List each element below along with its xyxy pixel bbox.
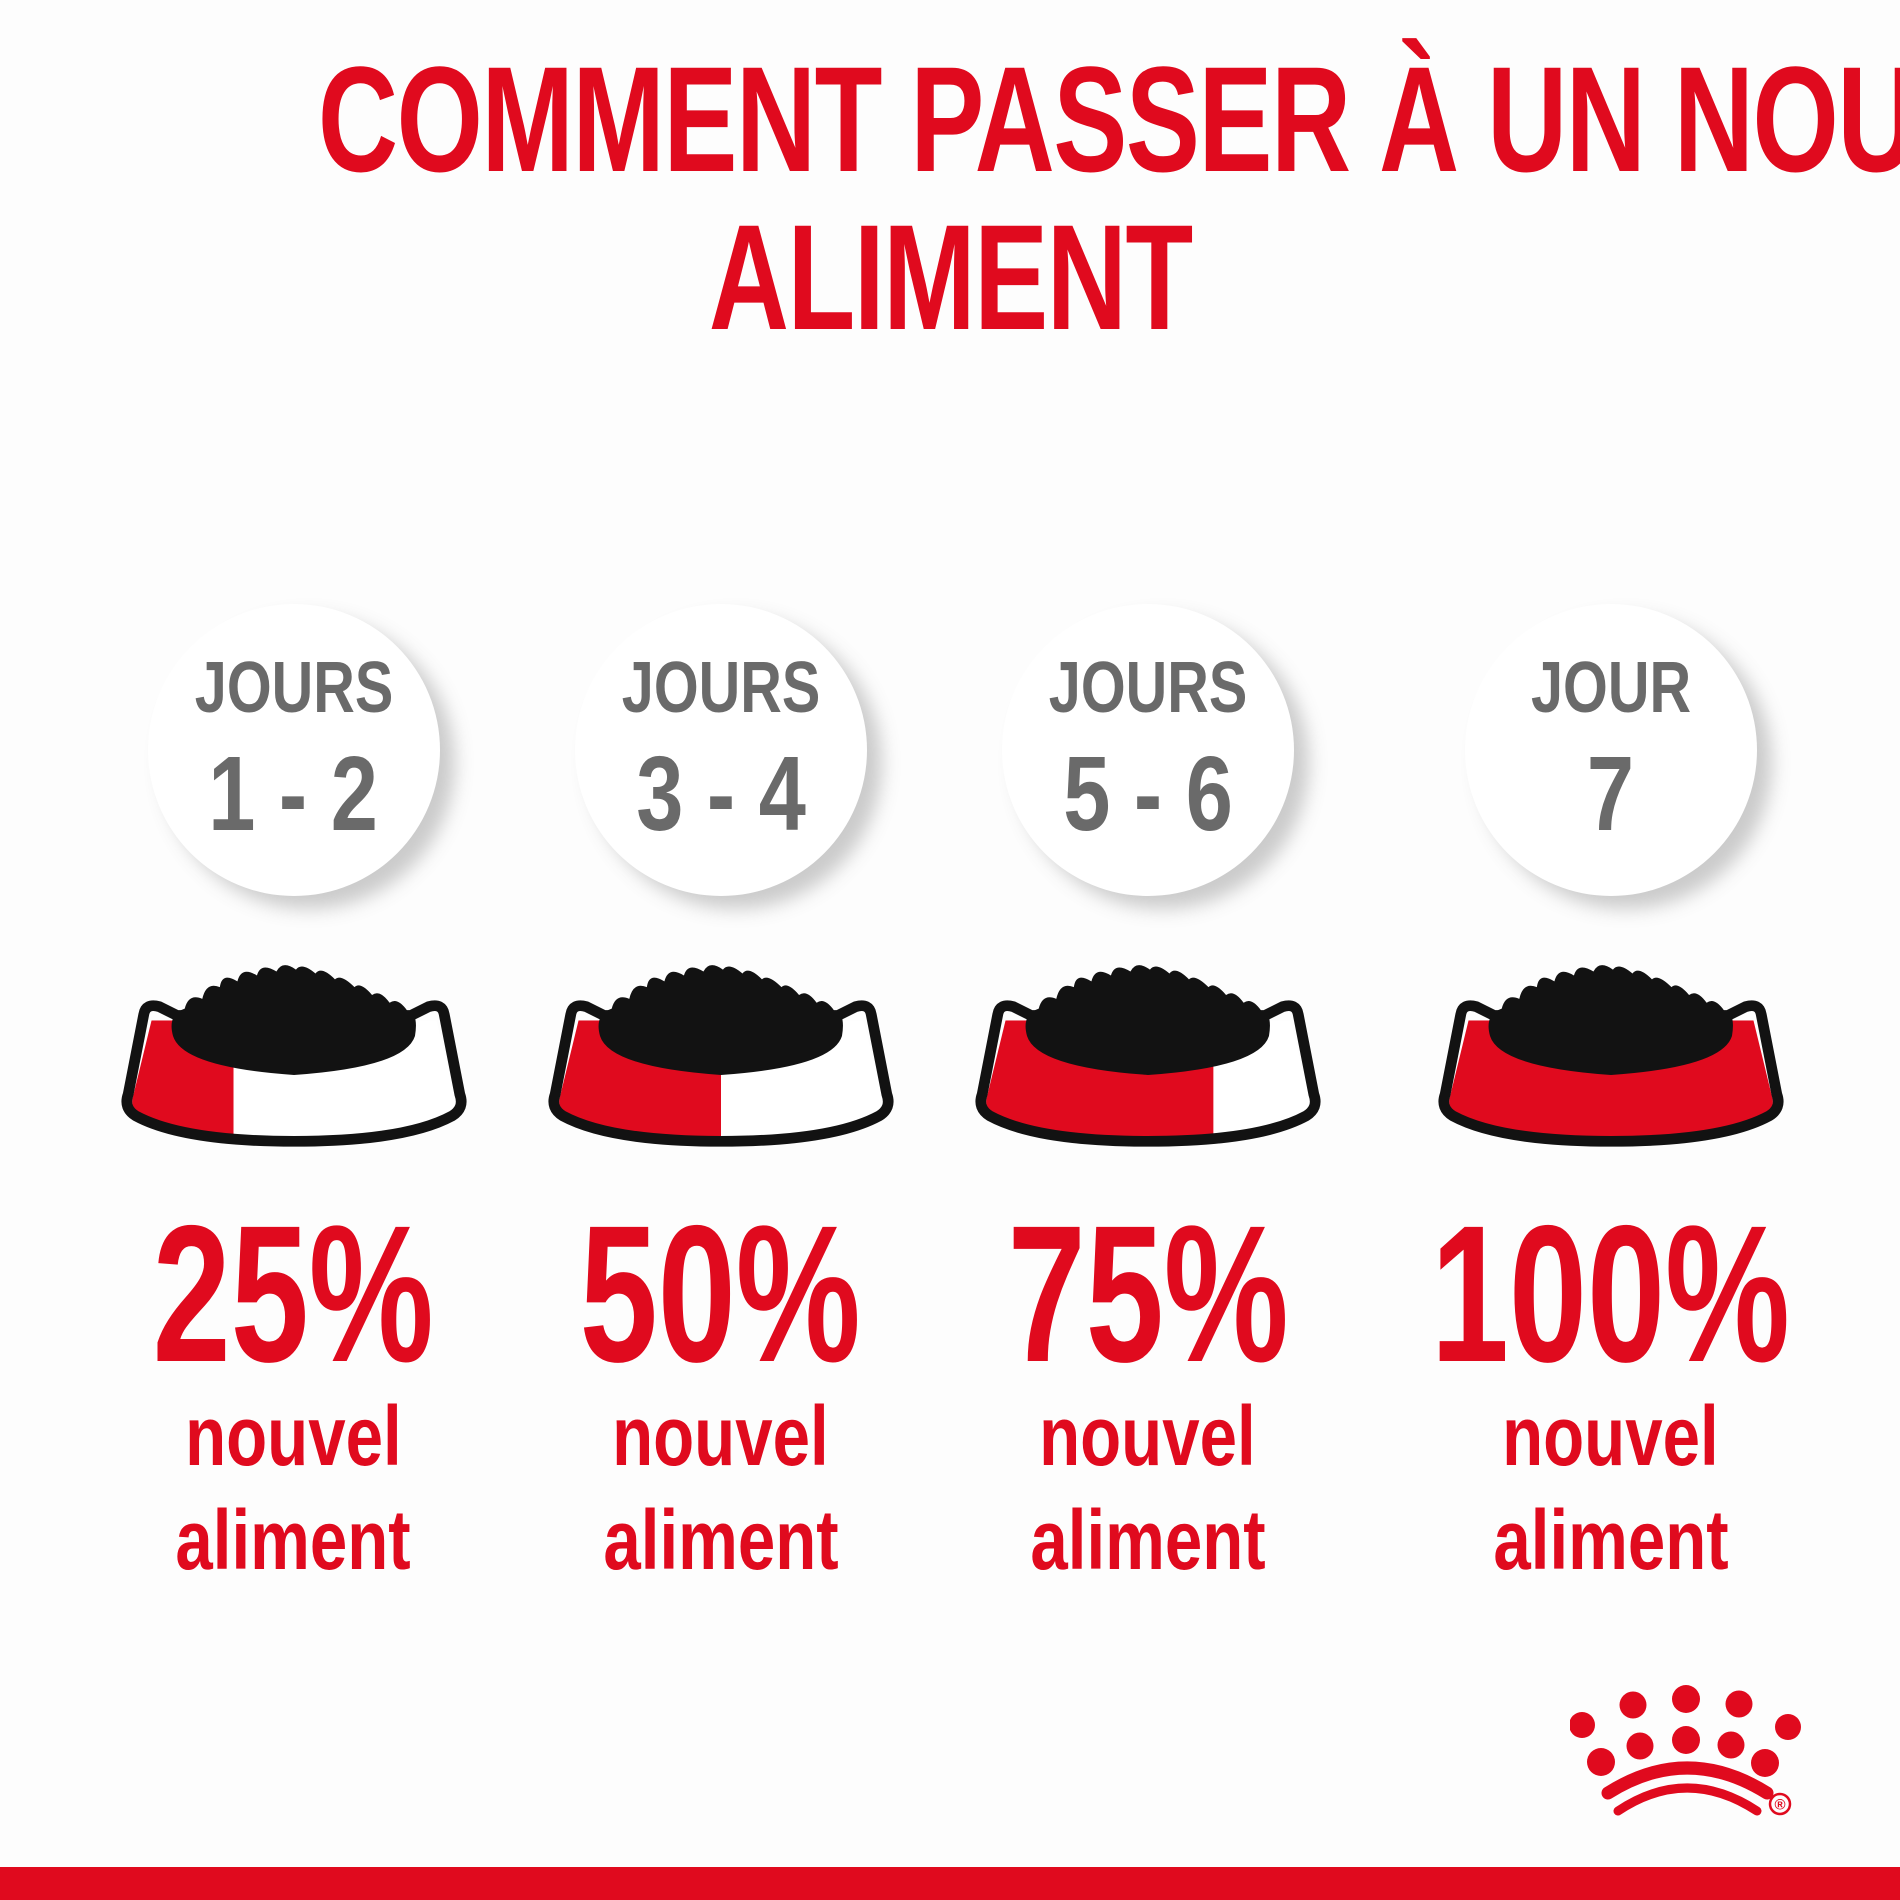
- day-badge: JOURS 5 - 6: [1001, 604, 1294, 896]
- new-food-label-line-1: nouvel: [185, 1389, 402, 1483]
- new-food-percentage: 50%: [580, 1185, 862, 1403]
- new-food-label: nouvel aliment: [1001, 1384, 1295, 1592]
- day-badge: JOURS 3 - 4: [574, 604, 867, 896]
- transition-step-2: JOURS 3 - 4 50% nouvel aliment: [507, 590, 934, 1592]
- page-title: COMMENT PASSER À UN NOUVEL ALIMENT: [0, 40, 1900, 356]
- food-bowl-icon: [1438, 965, 1784, 1147]
- new-food-label-line-2: aliment: [1030, 1493, 1266, 1587]
- registered-trademark-icon: ®: [1768, 1792, 1792, 1816]
- royal-canin-crown-icon: ®: [1570, 1685, 1801, 1816]
- new-food-label-line-2: aliment: [602, 1493, 839, 1587]
- day-value: 1 - 2: [208, 735, 379, 853]
- day-value: 3 - 4: [635, 735, 806, 853]
- bowl-outline: [548, 1000, 894, 1147]
- day-label: JOURS: [194, 648, 393, 728]
- bowl-outline: [975, 1000, 1321, 1147]
- day-value: 5 - 6: [1062, 735, 1233, 853]
- day-label: JOUR: [1530, 648, 1691, 728]
- footer-red-bar: [0, 1867, 1900, 1900]
- bowl-outline: [1438, 1000, 1784, 1147]
- page-title-line-2: ALIMENT: [708, 193, 1193, 361]
- new-food-label: nouvel aliment: [146, 1384, 440, 1592]
- new-food-percentage: 75%: [1007, 1185, 1289, 1403]
- food-bowl-icon: [548, 965, 894, 1147]
- new-food-label-line-2: aliment: [175, 1493, 412, 1587]
- new-food-label: nouvel aliment: [1464, 1384, 1758, 1592]
- transition-step-4: JOUR 7 100% nouvel aliment: [1361, 590, 1860, 1592]
- day-label: JOURS: [1048, 648, 1247, 728]
- day-label: JOURS: [621, 648, 820, 728]
- transition-step-1: JOURS 1 - 2 25% nouvel aliment: [80, 590, 507, 1592]
- new-food-percentage: 25%: [153, 1185, 435, 1403]
- new-food-label: nouvel aliment: [574, 1384, 868, 1592]
- transition-step-3: JOURS 5 - 6 75% nouvel aliment: [934, 590, 1361, 1592]
- day-badge: JOURS 1 - 2: [147, 604, 440, 896]
- transition-steps: JOURS 1 - 2 25% nouvel aliment JOURS 3 -…: [80, 590, 1860, 1592]
- food-bowl-icon: [120, 965, 467, 1147]
- page-title-line-1: COMMENT PASSER À UN NOUVEL: [317, 35, 1900, 203]
- new-food-label-line-1: nouvel: [612, 1389, 829, 1483]
- new-food-percentage: 100%: [1431, 1185, 1791, 1403]
- day-badge: JOUR 7: [1464, 604, 1757, 896]
- svg-text:®: ®: [1774, 1797, 1785, 1814]
- food-bowl-icon: [975, 965, 1321, 1147]
- new-food-label-line-1: nouvel: [1039, 1389, 1256, 1483]
- new-food-label-line-2: aliment: [1492, 1493, 1729, 1587]
- day-value: 7: [1587, 735, 1635, 853]
- new-food-label-line-1: nouvel: [1502, 1389, 1719, 1483]
- bowl-outline: [120, 1000, 467, 1147]
